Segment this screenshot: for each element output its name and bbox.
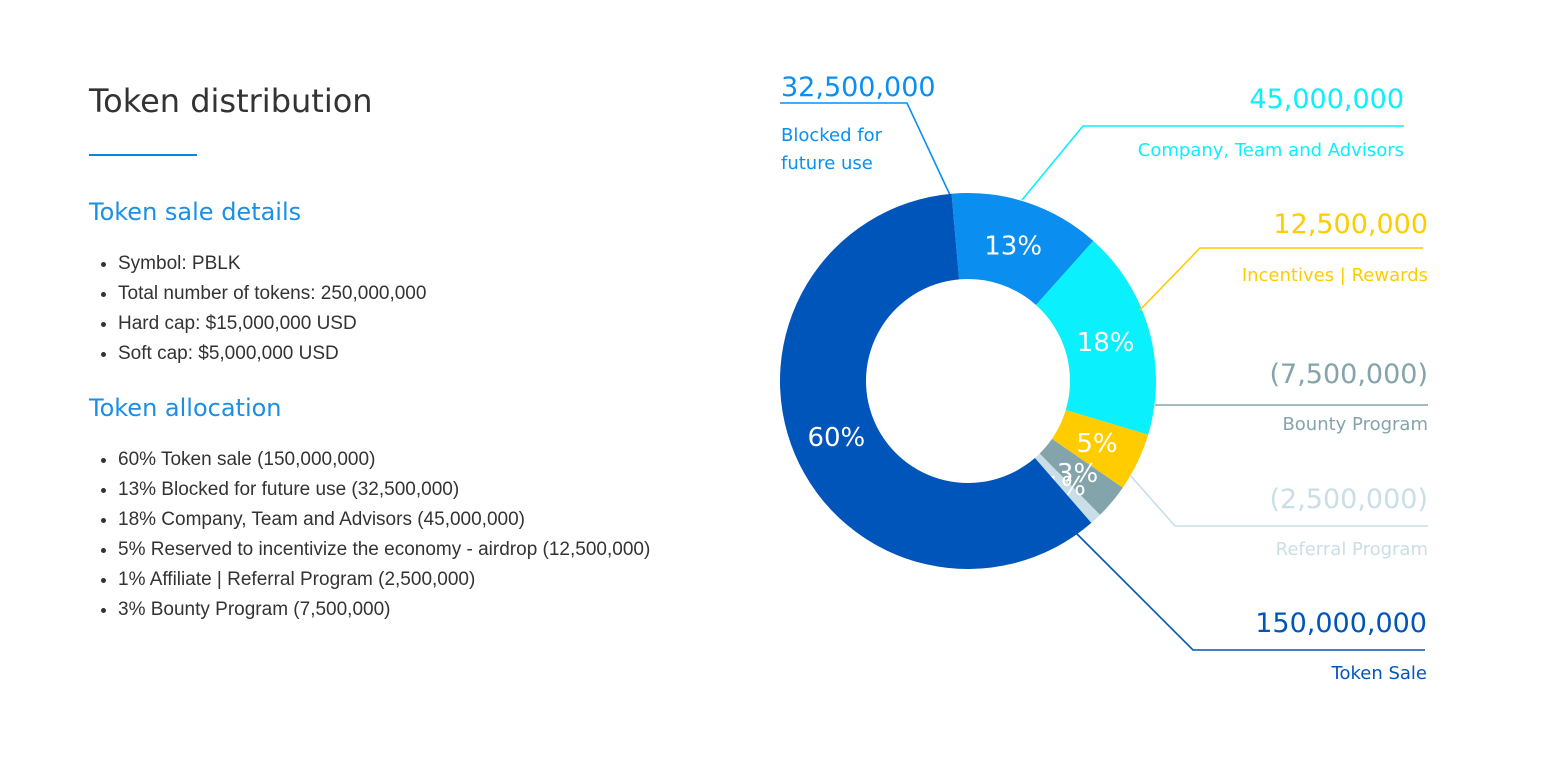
list-item: 60% Token sale (150,000,000)	[118, 445, 650, 475]
callout-value: 12,500,000	[1273, 209, 1428, 240]
list-item: 18% Company, Team and Advisors (45,000,0…	[118, 505, 650, 535]
callout-label: Incentives | Rewards	[1242, 265, 1428, 286]
allocation-heading: Token allocation	[89, 394, 282, 422]
callout-label: Company, Team and Advisors	[1138, 140, 1404, 161]
callout-value: 150,000,000	[1255, 608, 1427, 639]
sale-details-list: Symbol: PBLK Total number of tokens: 250…	[89, 249, 426, 369]
allocation-list: 60% Token sale (150,000,000) 13% Blocked…	[89, 445, 650, 625]
list-item: 5% Reserved to incentivize the economy -…	[118, 535, 650, 565]
slice-percent-label: 13%	[984, 231, 1042, 261]
callout-line	[1074, 531, 1425, 651]
list-item: Total number of tokens: 250,000,000	[118, 279, 426, 309]
list-item: Soft cap: $5,000,000 USD	[118, 339, 426, 369]
sale-details-heading: Token sale details	[89, 198, 302, 226]
list-item: Symbol: PBLK	[118, 249, 426, 279]
list-item: 3% Bounty Program (7,500,000)	[118, 595, 650, 625]
slice-percent-label: 60%	[807, 423, 865, 453]
callout-value: (2,500,000)	[1270, 484, 1428, 515]
callout-label: Bounty Program	[1282, 414, 1428, 435]
callout-line	[1021, 125, 1404, 201]
callout-label: Referral Program	[1276, 539, 1428, 560]
list-item: Hard cap: $15,000,000 USD	[118, 309, 426, 339]
title-underline	[89, 154, 197, 156]
callout-label: future use	[781, 153, 873, 174]
callout-value: 45,000,000	[1249, 84, 1404, 115]
page-title: Token distribution	[89, 82, 373, 120]
callout-line	[1139, 247, 1423, 311]
list-item: 1% Affiliate | Referral Program (2,500,0…	[118, 565, 650, 595]
donut-slice	[1034, 453, 1101, 523]
callout-label: Blocked for	[781, 125, 883, 146]
slice-percent-label: 18%	[1077, 328, 1135, 358]
donut-slice	[1051, 410, 1149, 488]
donut-slice	[779, 193, 1092, 569]
list-item: 13% Blocked for future use (32,500,000)	[118, 475, 650, 505]
donut-slice	[1035, 240, 1156, 435]
callout-line	[780, 102, 951, 196]
slice-percent-label: 5%	[1076, 429, 1117, 459]
callout-label: Token Sale	[1331, 663, 1427, 684]
callout-line	[1129, 474, 1428, 527]
callout-value: (7,500,000)	[1270, 359, 1428, 390]
donut-slice	[1039, 438, 1123, 515]
donut-slice	[951, 193, 1094, 305]
callout-value: 32,500,000	[781, 72, 936, 103]
